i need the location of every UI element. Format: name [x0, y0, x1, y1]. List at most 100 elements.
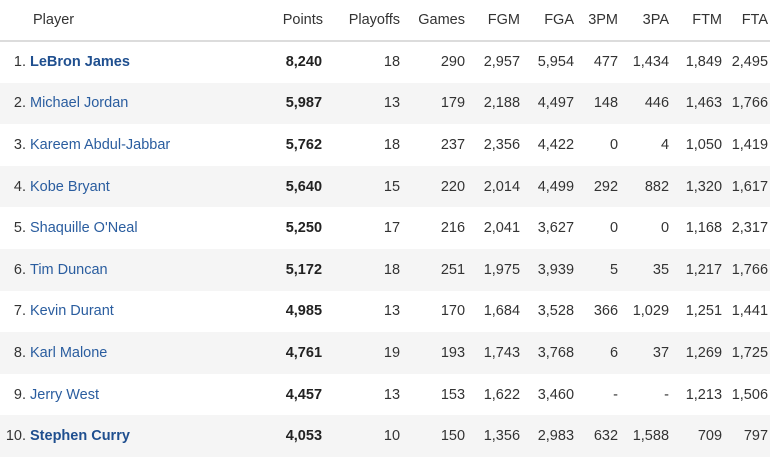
header-fgm[interactable]: FGM — [470, 0, 526, 42]
player-link[interactable]: Tim Duncan — [30, 261, 108, 278]
tpm-cell: 477 — [593, 54, 619, 71]
player-link[interactable]: LeBron James — [30, 54, 130, 71]
tpa-cell: 1,029 — [632, 303, 670, 320]
ftm-cell: 1,269 — [685, 344, 723, 361]
fgm-cell: 2,356 — [483, 136, 521, 153]
player-cell: Kareem Abdul-Jabbar — [30, 124, 268, 166]
points-cell: 5,250 — [285, 220, 323, 237]
player-link[interactable]: Shaquille O'Neal — [30, 220, 138, 237]
player-cell: LeBron James — [30, 41, 268, 83]
ftm-cell: 1,168 — [685, 220, 723, 237]
rank-cell: 1. — [13, 54, 26, 71]
header-fga[interactable]: FGA — [525, 0, 580, 42]
fga-cell: 2,983 — [537, 428, 575, 445]
fga-cell: 4,422 — [537, 136, 575, 153]
rank-cell: 9. — [13, 386, 26, 403]
player-cell: Tim Duncan — [30, 249, 268, 291]
player-cell: Kobe Bryant — [30, 166, 268, 208]
rank-cell: 10. — [5, 428, 26, 445]
player-link[interactable]: Kevin Durant — [30, 303, 114, 320]
rank-cell: 5. — [13, 220, 26, 237]
fga-cell: 3,768 — [537, 344, 575, 361]
tpa-cell: - — [664, 386, 670, 403]
points-cell: 4,053 — [285, 428, 323, 445]
rank-cell: 4. — [13, 178, 26, 195]
table-row: 3. Kareem Abdul-Jabbar 5,762 18 237 2,356 4,42… — [0, 124, 770, 166]
header-games[interactable]: Games — [405, 0, 471, 42]
ftm-cell: 1,849 — [685, 54, 723, 71]
fta-cell: 2,495 — [731, 54, 769, 71]
player-link[interactable]: Michael Jordan — [30, 95, 129, 112]
header-points[interactable]: Points — [268, 0, 329, 42]
playoffs-cell: 17 — [383, 220, 401, 237]
fga-cell: 5,954 — [537, 54, 575, 71]
points-cell: 5,640 — [285, 178, 323, 195]
player-cell: Jerry West — [30, 374, 268, 416]
games-cell: 193 — [440, 344, 466, 361]
fgm-cell: 2,014 — [483, 178, 521, 195]
player-link[interactable]: Kobe Bryant — [30, 178, 110, 195]
tpa-cell: 37 — [652, 344, 670, 361]
header-ftm[interactable]: FTM — [674, 0, 728, 42]
games-cell: 150 — [440, 428, 466, 445]
points-cell: 4,457 — [285, 386, 323, 403]
fta-cell: 1,419 — [731, 136, 769, 153]
points-cell: 4,985 — [285, 303, 323, 320]
points-cell: 8,240 — [285, 54, 323, 71]
table-row: 5. Shaquille O'Neal 5,250 17 216 2,041 3,627 0 0… — [0, 207, 770, 249]
tpm-cell: 0 — [609, 136, 619, 153]
playoffs-cell: 18 — [383, 54, 401, 71]
header-playoffs[interactable]: Playoffs — [328, 0, 406, 42]
ftm-cell: 1,320 — [685, 178, 723, 195]
playoffs-cell: 18 — [383, 136, 401, 153]
tpm-cell: 366 — [593, 303, 619, 320]
ftm-cell: 1,217 — [685, 261, 723, 278]
player-link[interactable]: Stephen Curry — [30, 428, 130, 445]
fta-cell: 1,766 — [731, 95, 769, 112]
tpm-cell: 632 — [593, 428, 619, 445]
points-cell: 5,987 — [285, 95, 323, 112]
tpa-cell: 1,434 — [632, 54, 670, 71]
points-cell: 4,761 — [285, 344, 323, 361]
playoffs-cell: 10 — [383, 428, 401, 445]
player-cell: Michael Jordan — [30, 83, 268, 125]
playoffs-cell: 18 — [383, 261, 401, 278]
fta-cell: 1,506 — [731, 386, 769, 403]
header-3pa[interactable]: 3PA — [623, 0, 675, 42]
tpa-cell: 4 — [660, 136, 670, 153]
ftm-cell: 1,463 — [685, 95, 723, 112]
games-cell: 216 — [440, 220, 466, 237]
fga-cell: 3,460 — [537, 386, 575, 403]
player-cell: Kevin Durant — [30, 291, 268, 333]
fgm-cell: 1,356 — [483, 428, 521, 445]
rank-cell: 6. — [13, 261, 26, 278]
header-3pm[interactable]: 3PM — [579, 0, 624, 42]
player-link[interactable]: Jerry West — [30, 386, 100, 403]
fta-cell: 797 — [743, 428, 769, 445]
fgm-cell: 1,622 — [483, 386, 521, 403]
header-fta[interactable]: FTA — [727, 0, 770, 42]
tpm-cell: 5 — [609, 261, 619, 278]
player-link[interactable]: Karl Malone — [30, 344, 108, 361]
player-cell: Karl Malone — [30, 332, 268, 374]
table-body: 1. LeBron James 8,240 18 290 2,957 5,954 477 1,4… — [0, 41, 770, 457]
points-cell: 5,172 — [285, 261, 323, 278]
rank-cell: 8. — [13, 344, 26, 361]
player-link[interactable]: Kareem Abdul-Jabbar — [30, 136, 171, 153]
games-cell: 237 — [440, 136, 466, 153]
games-cell: 170 — [440, 303, 466, 320]
rank-cell: 7. — [13, 303, 26, 320]
playoffs-cell: 13 — [383, 386, 401, 403]
table-row: 4. Kobe Bryant 5,640 15 220 2,014 4,499 292 882 1… — [0, 165, 770, 208]
tpm-cell: 148 — [593, 95, 619, 112]
playoffs-cell: 13 — [383, 95, 401, 112]
table-row: 9. Jerry West 4,457 13 153 1,622 3,460- -1,213 1… — [0, 374, 770, 416]
fgm-cell: 2,041 — [483, 220, 521, 237]
ftm-cell: 1,251 — [685, 303, 723, 320]
player-cell: Stephen Curry — [30, 415, 268, 457]
table-row: 8. Karl Malone 4,761 19 193 1,743 3,768 6 37 1,26… — [0, 332, 770, 374]
playoffs-cell: 13 — [383, 303, 401, 320]
games-cell: 251 — [440, 261, 466, 278]
header-player[interactable]: Player — [0, 0, 269, 42]
fta-cell: 1,441 — [731, 303, 769, 320]
